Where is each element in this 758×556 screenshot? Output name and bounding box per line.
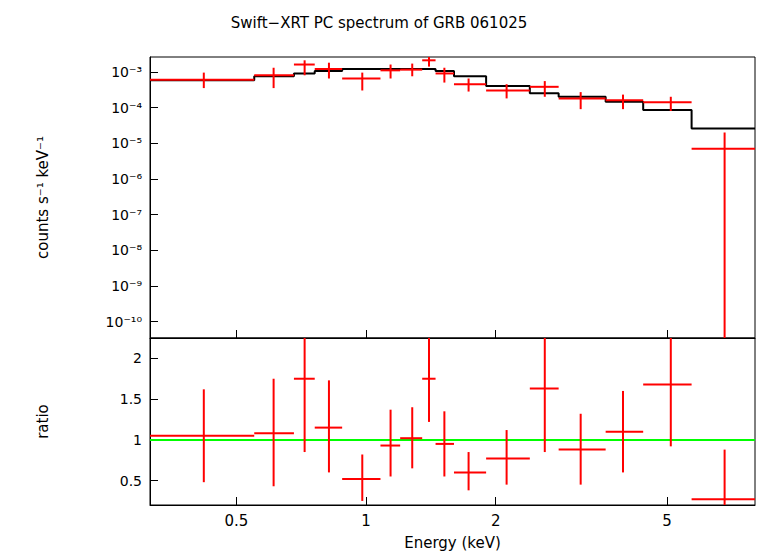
svg-text:10⁻⁷: 10⁻⁷	[111, 207, 142, 223]
svg-text:counts s⁻¹ keV⁻¹: counts s⁻¹ keV⁻¹	[34, 136, 52, 259]
svg-text:5: 5	[662, 512, 672, 530]
svg-text:1.5: 1.5	[120, 391, 142, 407]
svg-text:1: 1	[361, 512, 371, 530]
svg-text:Energy (keV): Energy (keV)	[404, 534, 501, 552]
svg-text:2: 2	[491, 512, 501, 530]
svg-text:ratio: ratio	[34, 404, 52, 439]
svg-text:10⁻⁴: 10⁻⁴	[111, 100, 142, 116]
svg-text:10⁻⁸: 10⁻⁸	[111, 242, 142, 258]
svg-text:Swift−XRT PC spectrum of GRB 0: Swift−XRT PC spectrum of GRB 061025	[231, 14, 528, 32]
svg-text:10⁻¹⁰: 10⁻¹⁰	[106, 314, 143, 330]
svg-text:10⁻⁵: 10⁻⁵	[111, 135, 142, 151]
svg-text:10⁻³: 10⁻³	[111, 64, 142, 80]
svg-text:0.5: 0.5	[120, 473, 142, 489]
svg-text:1: 1	[133, 432, 142, 448]
svg-text:2: 2	[133, 350, 142, 366]
svg-text:0.5: 0.5	[224, 512, 248, 530]
svg-text:10⁻⁹: 10⁻⁹	[111, 278, 142, 294]
svg-text:10⁻⁶: 10⁻⁶	[111, 171, 142, 187]
